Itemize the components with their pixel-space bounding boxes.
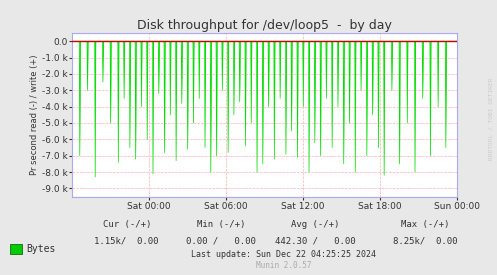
Text: RRDTOOL / TOBI OETIKER: RRDTOOL / TOBI OETIKER [488,77,493,160]
Text: Cur (-/+): Cur (-/+) [102,220,151,229]
Text: 1.15k/  0.00: 1.15k/ 0.00 [94,236,159,245]
Text: Min (-/+): Min (-/+) [197,220,246,229]
Text: 8.25k/  0.00: 8.25k/ 0.00 [393,236,457,245]
Text: Avg (-/+): Avg (-/+) [291,220,340,229]
Text: 442.30 /   0.00: 442.30 / 0.00 [275,236,356,245]
Text: 0.00 /   0.00: 0.00 / 0.00 [186,236,256,245]
Text: Last update: Sun Dec 22 04:25:25 2024: Last update: Sun Dec 22 04:25:25 2024 [191,250,376,258]
Y-axis label: Pr second read (-) / write (+): Pr second read (-) / write (+) [30,54,39,175]
Text: Bytes: Bytes [26,244,56,254]
Title: Disk throughput for /dev/loop5  -  by day: Disk throughput for /dev/loop5 - by day [137,19,392,32]
Text: Max (-/+): Max (-/+) [401,220,449,229]
Text: Munin 2.0.57: Munin 2.0.57 [255,261,311,270]
